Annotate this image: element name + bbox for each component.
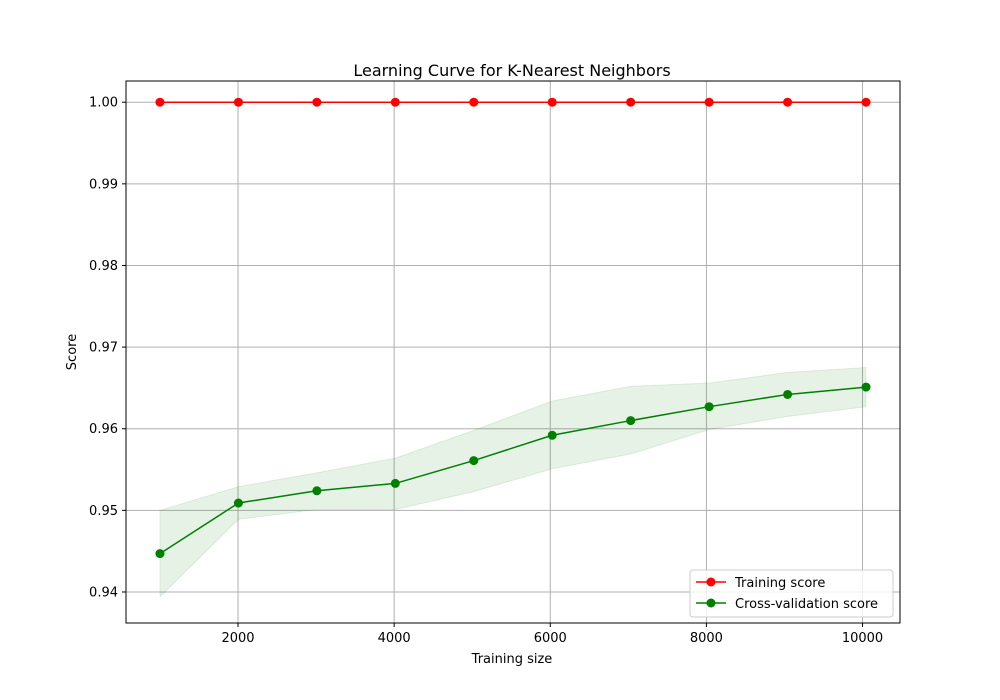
cross-validation-score-point bbox=[234, 499, 243, 508]
y-tick-label: 0.98 bbox=[89, 259, 118, 274]
cross-validation-score-point bbox=[312, 486, 321, 495]
cross-validation-score-point bbox=[469, 456, 478, 465]
cross-validation-score-point bbox=[391, 479, 400, 488]
y-tick-label: 0.97 bbox=[89, 341, 118, 356]
training-score-point bbox=[469, 98, 478, 107]
cross-validation-score-point bbox=[783, 390, 792, 399]
x-tick-label: 6000 bbox=[534, 631, 567, 646]
x-tick-label: 10000 bbox=[842, 631, 883, 646]
cross-validation-score-point bbox=[862, 383, 871, 392]
legend-training-label: Training score bbox=[734, 576, 825, 591]
training-score-point bbox=[391, 98, 400, 107]
legend: Training score Cross-validation score bbox=[690, 570, 893, 617]
cross-validation-score-point bbox=[705, 402, 714, 411]
cross-validation-score-point bbox=[155, 549, 164, 558]
legend-training-marker bbox=[707, 578, 716, 587]
y-tick-label: 0.94 bbox=[89, 585, 118, 600]
training-score-point bbox=[783, 98, 792, 107]
training-score-point bbox=[705, 98, 714, 107]
cross-validation-score-point bbox=[548, 431, 557, 440]
training-score-point bbox=[862, 98, 871, 107]
x-tick-label: 4000 bbox=[378, 631, 411, 646]
x-axis-title: Training size bbox=[471, 652, 553, 667]
y-tick-label: 0.96 bbox=[89, 422, 118, 437]
cross-validation-score-point bbox=[626, 416, 635, 425]
y-axis-title: Score bbox=[65, 334, 80, 370]
chart-title: Learning Curve for K-Nearest Neighbors bbox=[353, 61, 670, 80]
legend-cv-marker bbox=[707, 599, 716, 608]
legend-cv-label: Cross-validation score bbox=[735, 597, 878, 612]
y-tick-label: 0.95 bbox=[89, 504, 118, 519]
y-tick-label: 0.99 bbox=[89, 177, 118, 192]
training-score-point bbox=[548, 98, 557, 107]
x-tick-label: 8000 bbox=[690, 631, 723, 646]
x-tick-label: 2000 bbox=[221, 631, 254, 646]
training-score-point bbox=[234, 98, 243, 107]
training-score-point bbox=[155, 98, 164, 107]
y-tick-label: 1.00 bbox=[89, 96, 118, 111]
training-score-point bbox=[626, 98, 635, 107]
training-score-point bbox=[312, 98, 321, 107]
